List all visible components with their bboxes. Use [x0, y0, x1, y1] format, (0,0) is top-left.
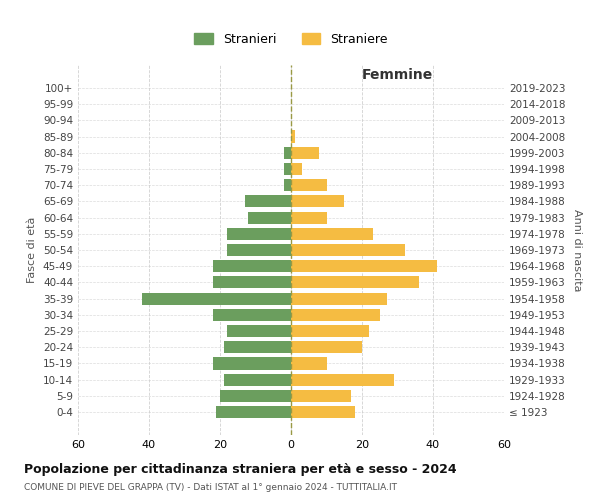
Bar: [213, 276, 291, 288]
Bar: [227, 244, 291, 256]
Bar: [142, 292, 291, 304]
Bar: [291, 374, 394, 386]
Bar: [291, 358, 326, 370]
Bar: [291, 406, 355, 418]
Bar: [248, 212, 291, 224]
Bar: [213, 358, 291, 370]
Legend: Stranieri, Straniere: Stranieri, Straniere: [189, 28, 393, 51]
Bar: [291, 146, 319, 159]
Text: Popolazione per cittadinanza straniera per età e sesso - 2024: Popolazione per cittadinanza straniera p…: [24, 462, 457, 475]
Bar: [291, 163, 302, 175]
Bar: [291, 179, 326, 191]
Bar: [291, 260, 437, 272]
Bar: [217, 406, 291, 418]
Bar: [245, 196, 291, 207]
Bar: [220, 390, 291, 402]
Text: Femmine: Femmine: [362, 68, 433, 82]
Bar: [291, 325, 369, 337]
Bar: [224, 341, 291, 353]
Y-axis label: Anni di nascita: Anni di nascita: [572, 209, 582, 291]
Bar: [291, 196, 344, 207]
Bar: [284, 179, 291, 191]
Bar: [291, 341, 362, 353]
Bar: [291, 390, 352, 402]
Bar: [291, 244, 404, 256]
Bar: [291, 276, 419, 288]
Bar: [224, 374, 291, 386]
Bar: [291, 292, 387, 304]
Bar: [291, 309, 380, 321]
Bar: [213, 260, 291, 272]
Bar: [284, 146, 291, 159]
Bar: [291, 212, 326, 224]
Bar: [213, 309, 291, 321]
Y-axis label: Fasce di età: Fasce di età: [28, 217, 37, 283]
Text: COMUNE DI PIEVE DEL GRAPPA (TV) - Dati ISTAT al 1° gennaio 2024 - TUTTITALIA.IT: COMUNE DI PIEVE DEL GRAPPA (TV) - Dati I…: [24, 482, 397, 492]
Bar: [227, 228, 291, 240]
Bar: [227, 325, 291, 337]
Bar: [291, 130, 295, 142]
Bar: [291, 228, 373, 240]
Bar: [284, 163, 291, 175]
